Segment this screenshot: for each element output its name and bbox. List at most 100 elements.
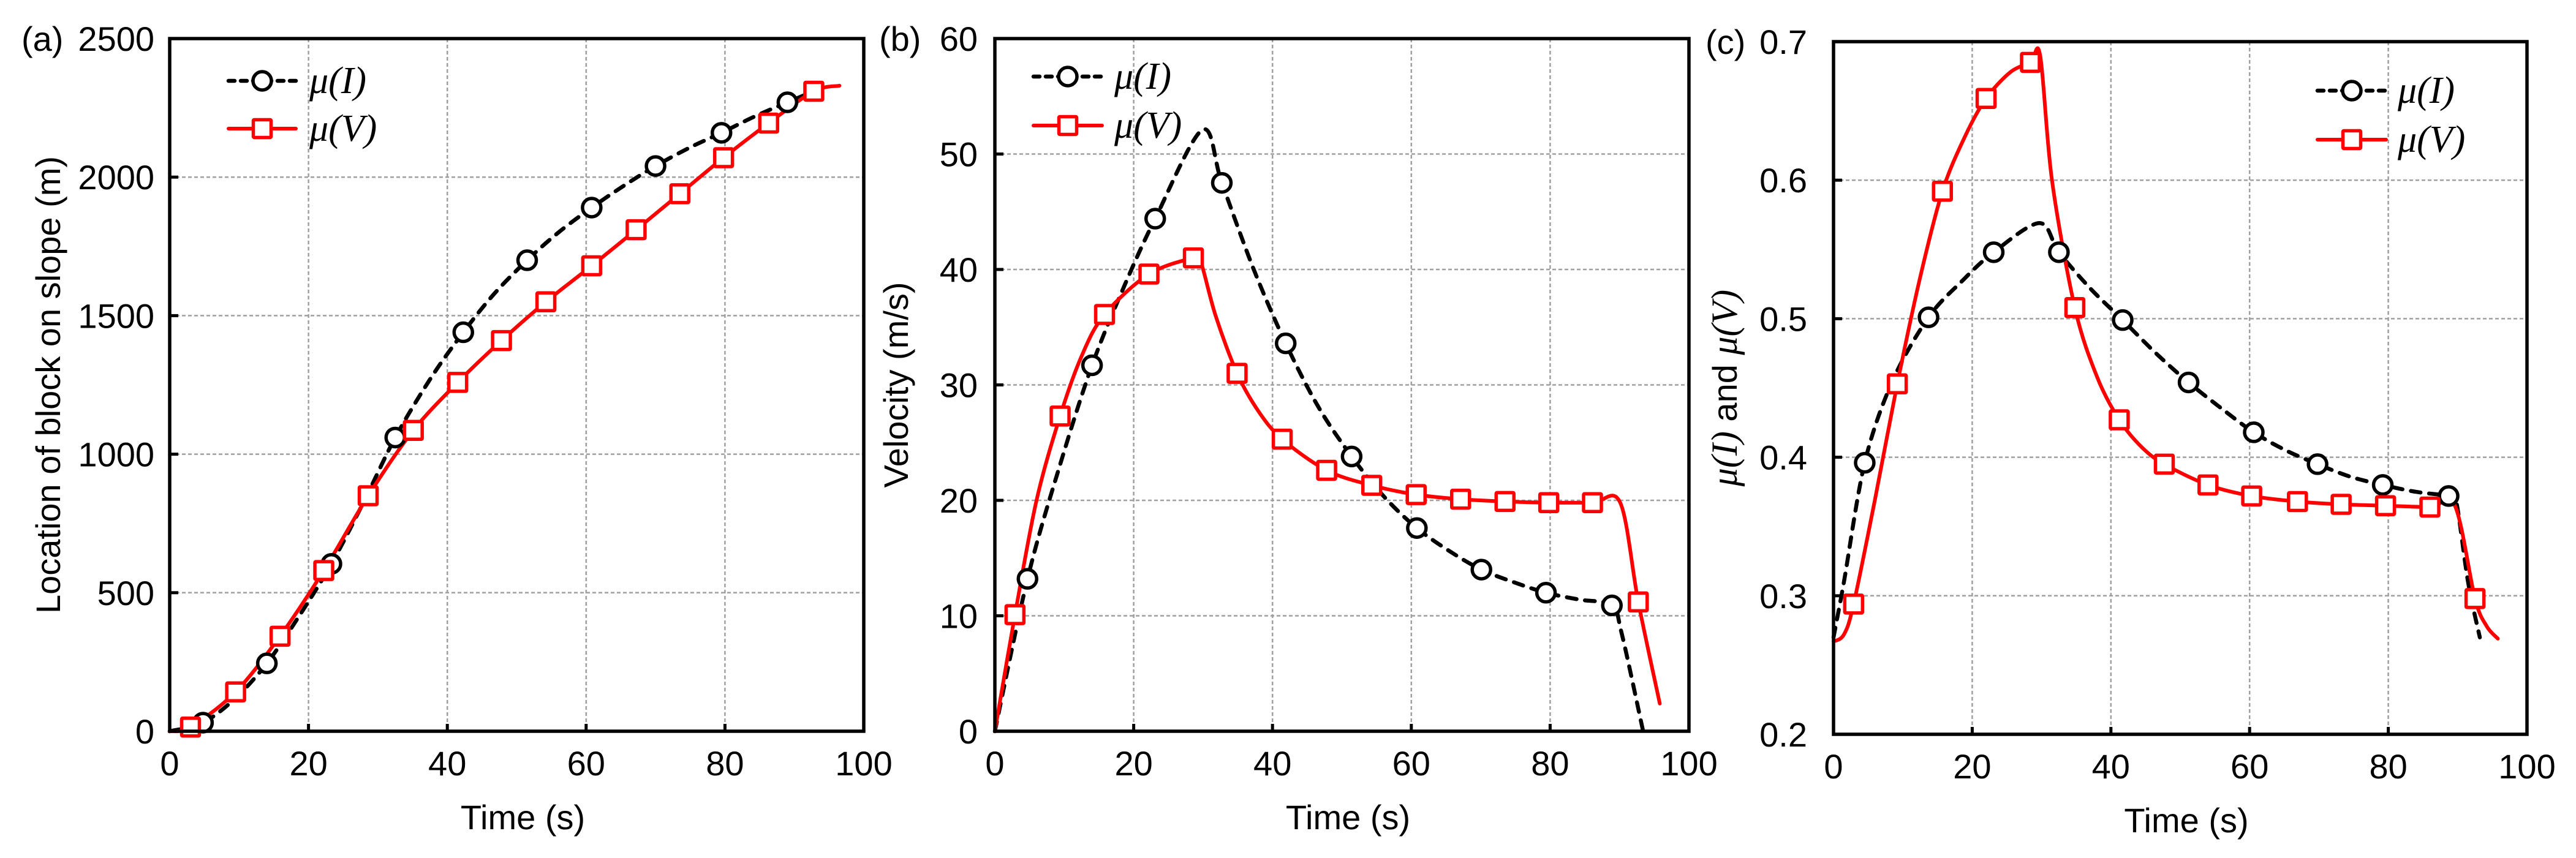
data-point-mu-v [1449, 488, 1471, 510]
data-point-mu-v [1138, 263, 1160, 285]
x-tick-label: 40 [1253, 744, 1291, 783]
x-tick-label: 0 [985, 744, 1004, 783]
data-point-mu-i [1982, 241, 2005, 263]
legend-entry-mu-v: μ(V) [2316, 119, 2465, 160]
y-tick-label: 0.3 [1759, 577, 1807, 615]
data-point-mu-v [1975, 88, 1997, 109]
data-point-mu-v [669, 183, 691, 205]
legend-label-mu-v: μ(V) [309, 108, 377, 149]
data-point-mu-v [1093, 304, 1116, 325]
legend-entry-mu-i: μ(I) [2315, 70, 2455, 111]
y-tick-label: 0.4 [1759, 438, 1807, 477]
markers-mu-i [1016, 171, 1623, 617]
series-line-mu-v [993, 252, 1662, 733]
x-tick-label: 100 [2498, 747, 2555, 786]
y-tick-label: 0 [959, 712, 978, 751]
x-tick-label: 40 [2092, 747, 2130, 786]
data-point-mu-i [2438, 485, 2460, 507]
legend-label-mu-v: μ(V) [2397, 119, 2465, 160]
data-point-mu-v [179, 716, 202, 738]
x-tick-label: 0 [160, 744, 179, 783]
data-point-mu-v [1405, 484, 1427, 505]
data-point-mu-v [712, 147, 735, 168]
data-point-mu-v [803, 80, 825, 102]
x-tick-label: 40 [428, 744, 466, 783]
data-point-mu-i [2177, 371, 2200, 394]
data-point-mu-v [2330, 494, 2352, 515]
data-point-mu-v [313, 560, 334, 581]
y-tick-label: 30 [940, 366, 978, 405]
legend: μ(I) μ(V) [2315, 70, 2465, 160]
legend-label-mu-i: μ(I) [309, 60, 366, 102]
plot-frame [168, 37, 866, 733]
series-line-mu-i [992, 127, 1645, 734]
data-point-mu-i [255, 652, 278, 674]
markers-mu-v [179, 80, 825, 738]
data-point-mu-v [1582, 492, 1603, 514]
data-point-mu-v [2020, 51, 2041, 73]
x-tick-label: 100 [835, 744, 892, 783]
data-point-mu-i [2243, 421, 2265, 443]
x-tick-label: 0 [1824, 747, 1843, 786]
x-tick-label: 20 [1114, 744, 1152, 783]
data-point-mu-v [1226, 363, 1248, 384]
data-point-mu-v [758, 112, 780, 134]
data-point-mu-v [1182, 247, 1204, 269]
data-point-mu-v [1271, 428, 1293, 450]
y-axis-title: Velocity (m/s) [877, 282, 915, 487]
data-point-mu-i [1601, 594, 1623, 617]
data-point-mu-i [1917, 306, 1940, 328]
plot-frame [993, 37, 1691, 733]
y-tick-label: 20 [940, 481, 978, 520]
x-axis-title: Time (s) [1286, 798, 1410, 837]
legend-marker-square [1057, 115, 1079, 137]
y-tick-label: 2000 [78, 158, 154, 197]
data-point-mu-v [2153, 453, 2175, 475]
data-point-mu-i [516, 249, 538, 271]
data-point-mu-i [581, 197, 603, 219]
data-point-mu-v [1932, 181, 1953, 202]
label-part: and [1705, 355, 1744, 432]
data-point-mu-v [2241, 485, 2262, 507]
y-axis-title: Location of block on slope (m) [29, 156, 67, 614]
data-point-mu-i [452, 321, 475, 344]
legend: μ(I) μ(V) [226, 60, 377, 149]
legend: μ(I) μ(V) [1031, 56, 1182, 146]
data-point-mu-i [776, 91, 799, 113]
panel-label: (c) [1705, 23, 1745, 61]
data-point-mu-v [1886, 373, 1908, 394]
gridlines [1834, 42, 2527, 734]
data-point-mu-v [402, 420, 424, 441]
data-point-mu-v [2287, 491, 2308, 513]
series-line-mu-i [1831, 221, 2482, 639]
data-point-mu-v [1004, 604, 1026, 625]
x-axis-title: Time (s) [2124, 801, 2248, 840]
markers-mu-i [192, 91, 799, 734]
legend-entry-mu-i: μ(I) [1031, 56, 1171, 97]
legend-entry-mu-v: μ(V) [1032, 105, 1182, 146]
legend-label-mu-i: μ(I) [2397, 70, 2455, 111]
y-tick-label: 10 [940, 597, 978, 636]
y-tick-label: 0.6 [1759, 161, 1807, 200]
data-point-mu-i [644, 155, 667, 177]
markers-mu-v [1004, 247, 1649, 625]
x-tick-label: 80 [1531, 744, 1569, 783]
y-tick-label: 0.7 [1759, 23, 1807, 61]
data-point-mu-v [2464, 588, 2486, 609]
panel-b: 0 20 40 60 80 100 0 10 20 30 40 50 60 (b) Time (s) Velo… [877, 20, 1718, 837]
data-point-mu-i [2306, 453, 2329, 475]
data-point-mu-v [2064, 297, 2086, 318]
data-point-mu-v [269, 625, 291, 647]
data-point-mu-i [1274, 332, 1297, 355]
x-tick-label: 100 [1660, 744, 1717, 783]
data-point-mu-v [225, 681, 246, 703]
data-point-mu-i [2112, 309, 2134, 331]
data-point-mu-i [1340, 445, 1363, 468]
data-point-mu-i [2048, 241, 2070, 263]
data-point-mu-i [1535, 582, 1557, 604]
data-point-mu-i [1854, 451, 1876, 474]
x-tick-label: 20 [289, 744, 327, 783]
legend-entry-mu-i: μ(I) [226, 60, 366, 102]
panel-a: 0 20 40 60 80 10005001000150020002500(a)Time … [21, 20, 893, 837]
